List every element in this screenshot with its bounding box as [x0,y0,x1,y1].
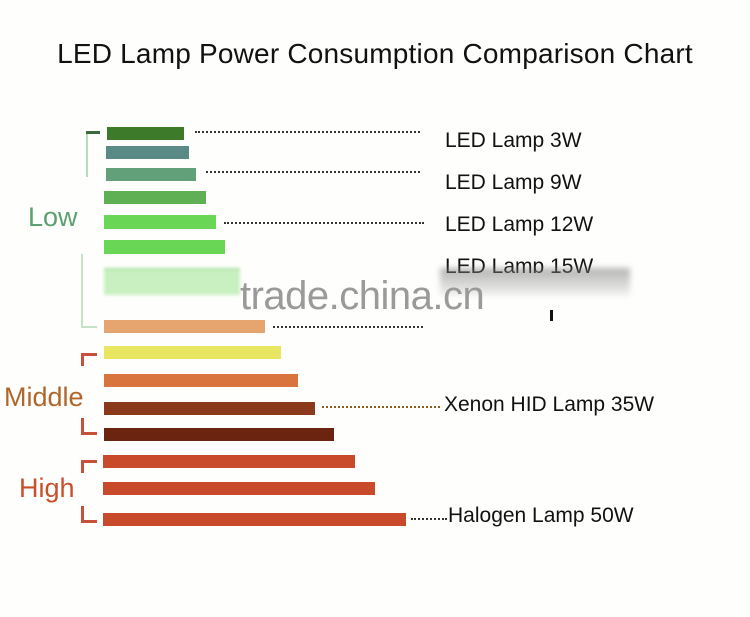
chart-title: LED Lamp Power Consumption Comparison Ch… [57,38,693,69]
bar-2 [106,146,189,159]
bar-halogen-50w [103,513,406,526]
group-label-middle: Middle [4,382,84,412]
bar-13 [103,455,355,468]
high-bracket-bottom [81,506,97,523]
label-led-12w: LED Lamp 12W [445,213,594,236]
bar-12 [104,428,334,441]
group-label-high: High [19,473,75,503]
middle-bracket-bottom [81,418,97,435]
bar-led-15w [104,268,240,295]
watermark-text: trade.china.cn [240,274,485,318]
label-halogen-50w: Halogen Lamp 50W [448,504,634,527]
leader-line-led-9w [206,171,420,173]
leader-line-bar-8 [273,326,423,328]
bar-4 [104,191,206,204]
watermark-tick [550,310,553,321]
bar-8 [104,320,265,333]
bar-xenon-35w [104,402,315,415]
leader-line-xenon-35w [322,406,440,408]
bar-10 [104,374,298,387]
bar-led-12w [104,215,216,229]
high-bracket-top [81,460,97,473]
low-bracket-top [86,131,102,177]
watermark-smudge [440,268,630,296]
label-led-3w: LED Lamp 3W [445,129,582,152]
low-bracket-tick [86,131,100,134]
bar-led-9w [106,168,196,181]
bar-9 [104,346,281,359]
bar-6 [104,240,225,254]
leader-line-led-12w [224,222,424,224]
bar-14 [103,482,375,495]
group-label-low: Low [28,202,78,232]
bar-led-3w [107,127,184,140]
label-xenon-35w: Xenon HID Lamp 35W [444,393,655,416]
middle-bracket-top [81,353,97,366]
leader-line-halogen-50w [411,518,447,520]
low-bracket-bottom [81,254,97,328]
leader-line-led-3w [195,131,420,133]
label-led-9w: LED Lamp 9W [445,171,582,194]
